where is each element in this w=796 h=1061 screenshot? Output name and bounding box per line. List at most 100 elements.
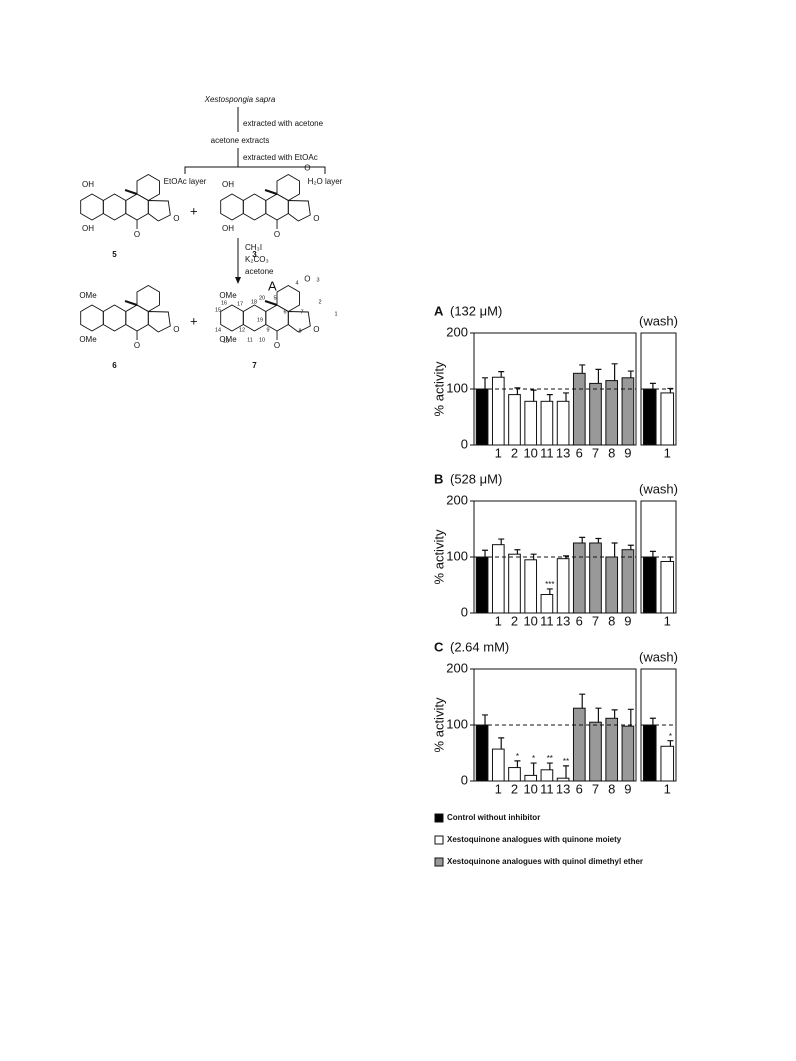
bar [660,745,675,782]
legend-label: Xestoquinone analogues with quinone moie… [447,835,622,844]
legend-label: Xestoquinone analogues with quinol dimet… [447,857,643,866]
bar [491,376,505,446]
significance: ** [563,757,569,766]
bar [572,542,586,614]
substituent: OMe [219,291,237,300]
reagent: acetone [245,267,274,276]
x-tick-label: 13 [556,613,570,628]
bar [642,388,657,446]
bar [491,748,505,782]
bar [524,559,538,614]
atom-number: 13 [223,338,229,344]
error-bar [482,714,489,725]
split [184,166,326,174]
bar [621,725,635,782]
atom-number: 11 [247,337,253,343]
error-bar [579,536,586,543]
x-tick-label: 10 [523,781,537,796]
bar [475,724,489,782]
x-tick-label: 13 [556,781,570,796]
x-tick-label: 1 [664,781,671,796]
x-tick-label: 1 [664,613,671,628]
atom-number: 18 [251,299,257,305]
y-tick-label: 200 [446,324,468,339]
bar [540,400,554,446]
error-bar [530,762,537,776]
bar [642,556,657,614]
bar [524,400,538,446]
bar [605,556,619,614]
furan [147,311,171,333]
bar [605,380,619,446]
bar [642,724,657,782]
x-tick-label: 1 [495,445,502,460]
x-tick-label: 10 [523,445,537,460]
bar [491,544,505,614]
x-tick-label: 6 [576,613,583,628]
x-tick-label: 7 [592,781,599,796]
error-bar [482,377,489,389]
bar [475,388,489,446]
bar [621,549,635,614]
atom: O [313,214,319,223]
error-bar [498,737,505,750]
atom-number: 4 [295,280,298,286]
extract: acetone extracts [211,136,270,145]
panel-label: A [434,303,444,318]
bar [556,558,570,614]
error-bar [498,371,505,378]
bar [589,382,602,446]
error-bar [482,549,489,557]
substituent: OH [222,224,234,233]
bar [508,767,521,782]
atom-number: 9 [266,327,269,333]
atom-number: 1 [334,311,337,317]
bar [524,774,538,782]
wash-title: (wash) [639,649,678,664]
furan [287,200,311,222]
compound-number: 5 [112,250,117,259]
error-bar [546,588,553,595]
significance: * [516,752,519,761]
error-bar [530,389,537,402]
error-bar [649,550,656,557]
atom: O [274,230,280,239]
substituent: OH [82,180,94,189]
significance: * [669,732,672,741]
bar [572,707,586,782]
bar [556,400,570,446]
atom-number: 12 [239,327,245,333]
y-tick-label: 100 [446,548,468,563]
layer: EtOAc layer [164,177,207,186]
error-bar [579,364,586,374]
compound-number: 3 [252,250,257,259]
atom-number: 14 [215,327,221,333]
reagent: K₂CO₃ [245,255,269,264]
legend-label: Control without inhibitor [447,813,540,822]
methyl [264,189,278,195]
substituent: OH [222,180,234,189]
x-tick-label: 11 [540,445,554,460]
bar [556,777,570,782]
step: extracted with acetone [243,119,324,128]
legend-swatch [434,857,444,867]
error-bar [611,709,618,719]
atom: O [313,325,319,334]
bar [572,372,586,446]
arrow-head [235,277,241,284]
atom: O [134,230,140,239]
error-bar [649,382,656,389]
x-tick-label: 13 [556,445,570,460]
x-tick-label: 1 [664,445,671,460]
atom-number: 19 [257,317,263,323]
x-tick-label: 8 [608,445,615,460]
error-bar [514,549,521,555]
methyl [124,189,138,195]
source: Xestospongia sapra [204,95,276,104]
significance: *** [545,580,554,589]
error-bar [514,760,521,768]
x-tick-label: 9 [624,445,631,460]
y-tick-label: 0 [461,772,468,787]
atom: O [173,325,179,334]
x-tick-label: 2 [511,445,518,460]
